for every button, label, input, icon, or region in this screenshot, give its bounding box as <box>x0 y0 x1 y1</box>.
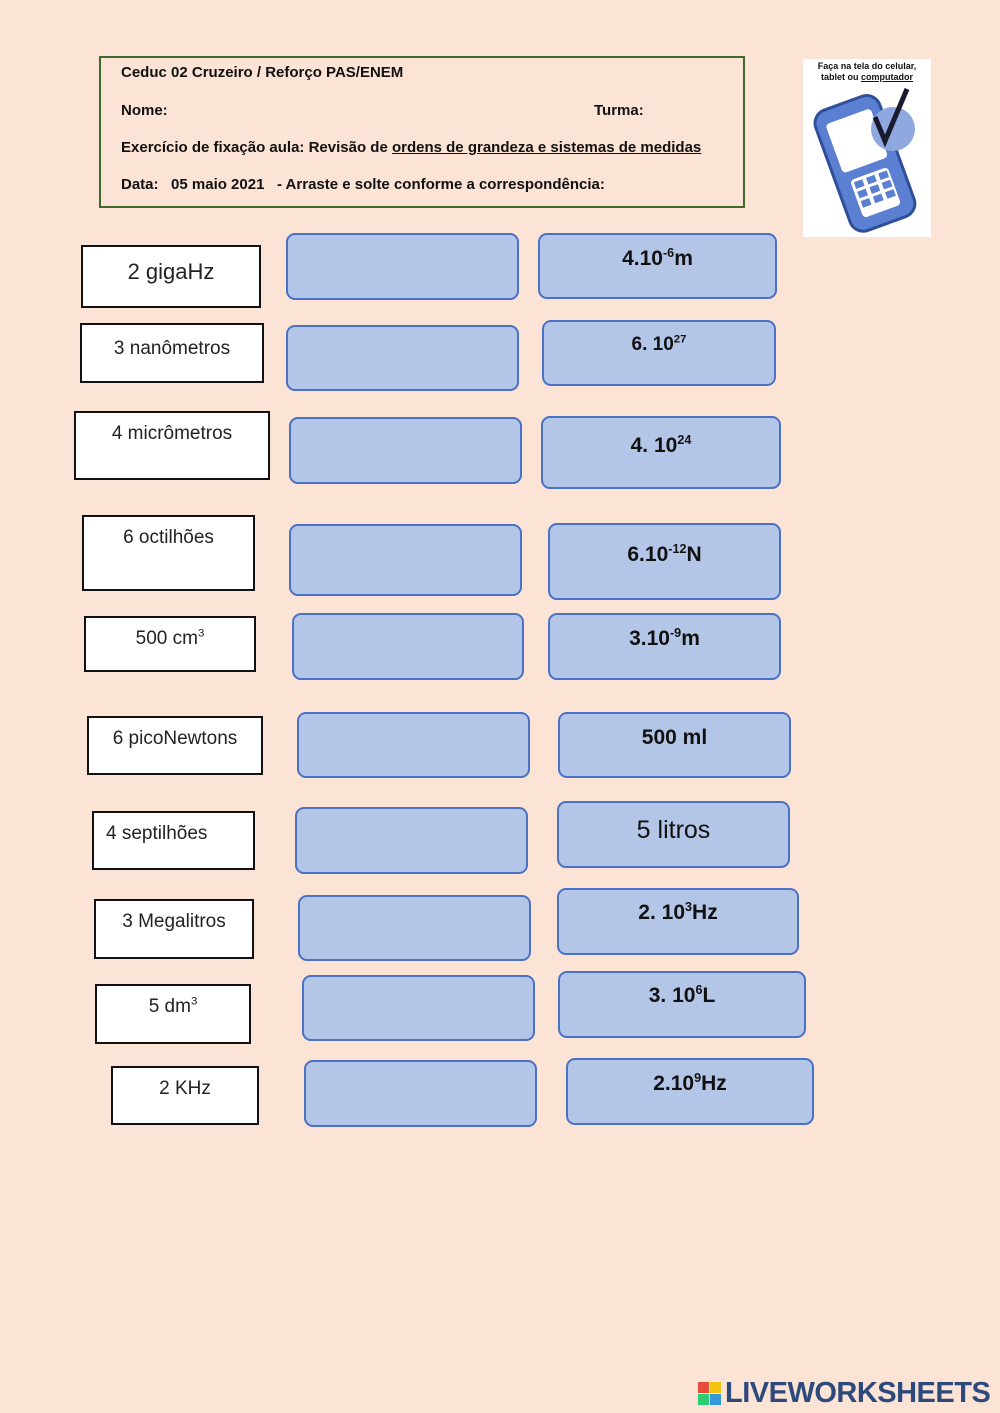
drop-zone-3[interactable] <box>289 417 522 484</box>
phone-check-icon <box>813 88 917 233</box>
answer-3e6-l[interactable]: 3. 106L <box>558 971 806 1038</box>
label-6-octilhoes: 6 octilhões <box>82 515 255 591</box>
label-4-micrometros: 4 micrômetros <box>74 411 270 480</box>
answer-500-ml[interactable]: 500 ml <box>558 712 791 778</box>
name-label: Nome: <box>121 102 168 119</box>
liveworksheets-logo: LIVEWORKSHEETS <box>698 1376 991 1409</box>
answer-2e3-hz[interactable]: 2. 103Hz <box>557 888 799 955</box>
drop-zone-8[interactable] <box>298 895 531 961</box>
label-3-megalitros: 3 Megalitros <box>94 899 254 959</box>
worksheet-header: Ceduc 02 Cruzeiro / Reforço PAS/ENEM Nom… <box>99 56 745 208</box>
answer-3e-9-m[interactable]: 3.10-9m <box>548 613 781 680</box>
drop-zone-1[interactable] <box>286 233 519 300</box>
school-title: Ceduc 02 Cruzeiro / Reforço PAS/ENEM <box>121 64 404 81</box>
drop-zone-4[interactable] <box>289 524 522 596</box>
label-5-dm3: 5 dm3 <box>95 984 251 1044</box>
label-3-nanometros: 3 nanômetros <box>80 323 264 383</box>
badge-text: Faça na tela do celular, tablet ou compu… <box>803 61 931 83</box>
drop-zone-10[interactable] <box>304 1060 537 1127</box>
label-500-cm3: 500 cm3 <box>84 616 256 672</box>
label-6-piconewtons: 6 picoNewtons <box>87 716 263 775</box>
answer-4e24[interactable]: 4. 1024 <box>541 416 781 489</box>
answer-6e-12-n[interactable]: 6.10-12N <box>548 523 781 600</box>
answer-6e27[interactable]: 6. 1027 <box>542 320 776 386</box>
answer-5-litros[interactable]: 5 litros <box>557 801 790 868</box>
drop-zone-2[interactable] <box>286 325 519 391</box>
logo-text: LIVEWORKSHEETS <box>725 1376 991 1409</box>
answer-4e-6-m[interactable]: 4.10-6m <box>538 233 777 299</box>
drop-zone-7[interactable] <box>295 807 528 874</box>
class-label: Turma: <box>594 102 644 119</box>
exercise-prefix: Exercício de fixação aula: Revisão de <box>121 139 392 156</box>
instruction-text: - Arraste e solte conforme a correspondê… <box>276 176 605 193</box>
drop-zone-9[interactable] <box>302 975 535 1041</box>
badge-line-2: tablet ou computador <box>820 72 913 82</box>
exercise-line: Exercício de fixação aula: Revisão de or… <box>121 139 701 156</box>
label-2-khz: 2 KHz <box>111 1066 259 1125</box>
date-value: 05 maio 2021 <box>171 176 265 193</box>
label-4-septilhoes: 4 septilhões <box>92 811 255 870</box>
drop-zone-6[interactable] <box>297 712 530 778</box>
date-label: Data: <box>121 176 159 193</box>
drop-zone-5[interactable] <box>292 613 524 680</box>
device-badge: Faça na tela do celular, tablet ou compu… <box>803 59 931 237</box>
logo-mark-icon <box>698 1381 721 1405</box>
answer-2e9-hz[interactable]: 2.109Hz <box>566 1058 814 1125</box>
badge-line-1: Faça na tela do celular, <box>817 61 917 71</box>
label-2-gigahz: 2 gigaHz <box>81 245 261 308</box>
date-line: Data: 05 maio 2021 - Arraste e solte con… <box>121 176 605 193</box>
exercise-topic: ordens de grandeza e sistemas de medidas <box>391 139 702 156</box>
